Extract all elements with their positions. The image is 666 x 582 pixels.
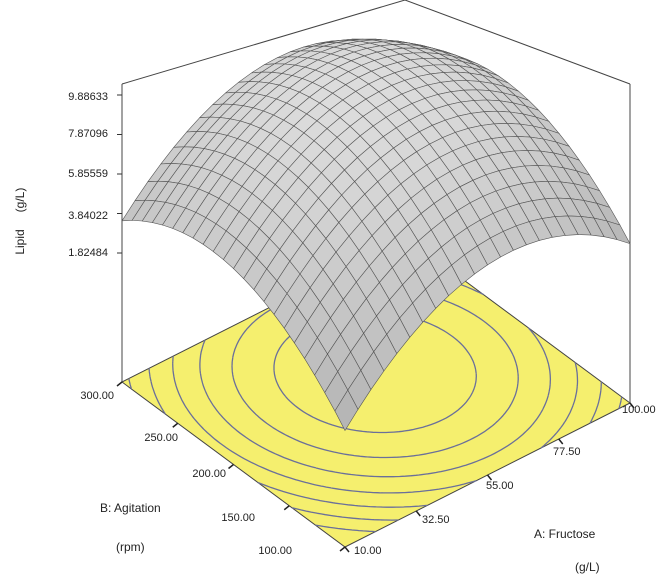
x-axis-unit: (g/L): [575, 560, 600, 574]
y-tick-mark: [173, 423, 178, 427]
y-tick-label: 150.00: [221, 512, 255, 524]
y-tick-label: 250.00: [144, 432, 178, 444]
y-axis-unit: (rpm): [116, 540, 145, 554]
x-tick-mark: [416, 511, 420, 516]
x-axis-title: A: Fructose: [534, 527, 596, 541]
y-tick-mark: [340, 547, 345, 551]
z-tick-label: 3.84022: [68, 210, 108, 222]
y-tick-mark: [117, 382, 122, 386]
x-tick-label: 10.00: [354, 545, 382, 557]
z-tick-label: 1.82484: [68, 247, 108, 259]
x-tick-label: 77.50: [553, 446, 581, 458]
x-tick-mark: [559, 439, 563, 444]
y-tick-label: 100.00: [258, 545, 292, 557]
x-tick-label: 32.50: [422, 514, 450, 526]
x-tick-label: 55.00: [486, 480, 514, 492]
z-axis-title: Lipid: [13, 229, 27, 254]
z-tick-label: 9.88633: [68, 91, 108, 103]
y-axis-title: B: Agitation: [100, 501, 161, 515]
y-tick-mark: [284, 506, 289, 510]
y-tick-mark: [229, 465, 234, 469]
z-axis-unit: (g/L): [13, 188, 27, 213]
z-tick-label: 7.87096: [68, 128, 108, 140]
z-tick-label: 5.85559: [68, 168, 108, 180]
x-tick-label: 100.00: [622, 404, 656, 416]
x-tick-mark: [345, 547, 349, 552]
y-tick-label: 300.00: [80, 390, 114, 402]
y-tick-label: 200.00: [192, 468, 226, 480]
